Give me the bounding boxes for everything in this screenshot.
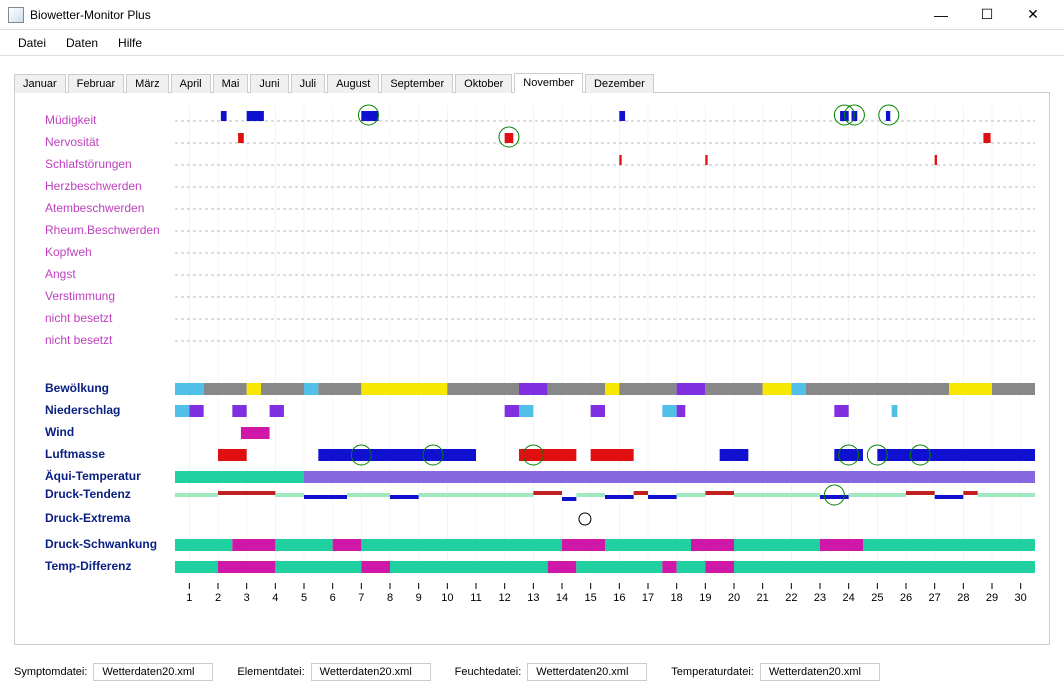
tab-januar[interactable]: Januar — [14, 74, 66, 93]
svg-text:7: 7 — [358, 592, 364, 604]
svg-text:12: 12 — [499, 592, 511, 604]
svg-text:21: 21 — [757, 592, 769, 604]
app-icon — [8, 7, 24, 23]
svg-text:Temp-Differenz: Temp-Differenz — [45, 559, 131, 573]
tab-mai[interactable]: Mai — [213, 74, 249, 93]
svg-text:nicht besetzt: nicht besetzt — [45, 333, 113, 347]
svg-text:5: 5 — [301, 592, 307, 604]
month-tabs: JanuarFebruarMärzAprilMaiJuniJuliAugustS… — [14, 72, 1050, 93]
menu-datei[interactable]: Datei — [8, 32, 56, 54]
svg-text:23: 23 — [814, 592, 826, 604]
tab-oktober[interactable]: Oktober — [455, 74, 512, 93]
svg-text:10: 10 — [441, 592, 453, 604]
tab-juni[interactable]: Juni — [250, 74, 288, 93]
menu-bar: DateiDatenHilfe — [0, 30, 1064, 56]
tab-märz[interactable]: März — [126, 74, 168, 93]
tab-april[interactable]: April — [171, 74, 211, 93]
svg-text:Rheum.Beschwerden: Rheum.Beschwerden — [45, 223, 160, 237]
maximize-button[interactable]: ☐ — [964, 0, 1010, 30]
tab-februar[interactable]: Februar — [68, 74, 125, 93]
title-bar: Biowetter-Monitor Plus — ☐ ✕ — [0, 0, 1064, 30]
svg-text:17: 17 — [642, 592, 654, 604]
svg-text:2: 2 — [215, 592, 221, 604]
svg-text:15: 15 — [585, 592, 597, 604]
status-label: Feuchtedatei: — [455, 666, 522, 678]
svg-text:6: 6 — [330, 592, 336, 604]
tab-september[interactable]: September — [381, 74, 453, 93]
svg-text:19: 19 — [699, 592, 711, 604]
svg-text:16: 16 — [613, 592, 625, 604]
svg-text:3: 3 — [244, 592, 250, 604]
svg-text:Druck-Extrema: Druck-Extrema — [45, 511, 131, 525]
svg-text:Kopfweh: Kopfweh — [45, 245, 92, 259]
svg-text:Druck-Tendenz: Druck-Tendenz — [45, 487, 131, 501]
tab-august[interactable]: August — [327, 74, 379, 93]
status-value: Wetterdaten20.xml — [311, 663, 431, 681]
svg-text:Niederschlag: Niederschlag — [45, 403, 120, 417]
tab-november[interactable]: November — [514, 73, 583, 93]
status-label: Temperaturdatei: — [671, 666, 754, 678]
svg-text:4: 4 — [272, 592, 278, 604]
svg-text:30: 30 — [1015, 592, 1027, 604]
svg-text:27: 27 — [929, 592, 941, 604]
svg-text:Verstimmung: Verstimmung — [45, 289, 115, 303]
svg-text:Herzbeschwerden: Herzbeschwerden — [45, 179, 142, 193]
status-label: Symptomdatei: — [14, 666, 87, 678]
svg-text:8: 8 — [387, 592, 393, 604]
svg-text:Angst: Angst — [45, 267, 76, 281]
close-button[interactable]: ✕ — [1010, 0, 1056, 30]
svg-text:13: 13 — [527, 592, 539, 604]
status-value: Wetterdaten20.xml — [760, 663, 880, 681]
tab-juli[interactable]: Juli — [291, 74, 326, 93]
svg-text:Müdigkeit: Müdigkeit — [45, 113, 97, 127]
status-bar: Symptomdatei: Wetterdaten20.xml Elementdat… — [0, 663, 1064, 681]
svg-text:Wind: Wind — [45, 425, 74, 439]
svg-text:26: 26 — [900, 592, 912, 604]
svg-text:1: 1 — [186, 592, 192, 604]
svg-text:Bewölkung: Bewölkung — [45, 381, 109, 395]
menu-hilfe[interactable]: Hilfe — [108, 32, 152, 54]
window-title: Biowetter-Monitor Plus — [30, 8, 918, 22]
svg-text:18: 18 — [671, 592, 683, 604]
svg-text:nicht besetzt: nicht besetzt — [45, 311, 113, 325]
status-label: Elementdatei: — [237, 666, 304, 678]
svg-text:29: 29 — [986, 592, 998, 604]
svg-text:25: 25 — [871, 592, 883, 604]
svg-text:Atembeschwerden: Atembeschwerden — [45, 201, 144, 215]
svg-text:28: 28 — [957, 592, 969, 604]
svg-text:24: 24 — [843, 592, 855, 604]
svg-text:11: 11 — [470, 592, 481, 604]
svg-text:Äqui-Temperatur: Äqui-Temperatur — [45, 468, 141, 483]
svg-text:Nervosität: Nervosität — [45, 135, 100, 149]
timeline-chart: Müdigkeit Nervosität Schlafstörungen Herzbe… — [15, 93, 1049, 644]
tab-dezember[interactable]: Dezember — [585, 74, 654, 93]
chart-panel: Müdigkeit Nervosität Schlafstörungen Herzbe… — [14, 93, 1050, 645]
minimize-button[interactable]: — — [918, 0, 964, 30]
svg-text:Luftmasse: Luftmasse — [45, 447, 105, 461]
status-value: Wetterdaten20.xml — [527, 663, 647, 681]
svg-text:22: 22 — [785, 592, 797, 604]
status-value: Wetterdaten20.xml — [93, 663, 213, 681]
svg-text:Druck-Schwankung: Druck-Schwankung — [45, 537, 157, 551]
svg-text:14: 14 — [556, 592, 568, 604]
svg-text:Schlafstörungen: Schlafstörungen — [45, 157, 132, 171]
svg-text:20: 20 — [728, 592, 740, 604]
menu-daten[interactable]: Daten — [56, 32, 108, 54]
svg-text:9: 9 — [416, 592, 422, 604]
